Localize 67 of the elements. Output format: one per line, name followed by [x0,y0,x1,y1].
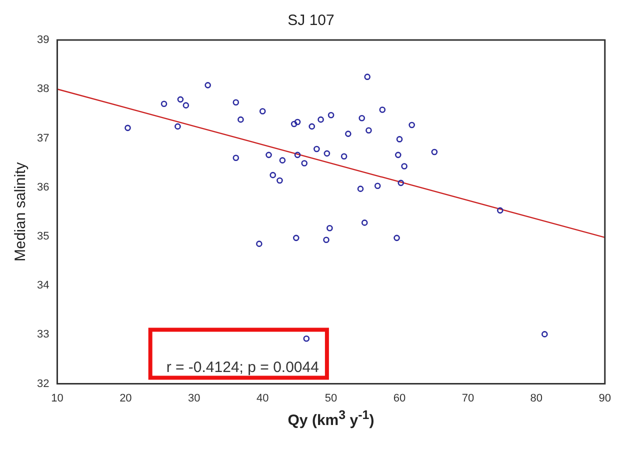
x-axis-title: Qy (km$^{3}$ y$^{-1}$) [286,408,376,429]
x-tick-label: 70 [462,392,474,404]
x-tick-label: 20 [120,392,132,404]
point [270,172,276,178]
point [303,335,310,342]
point [361,220,368,226]
point [301,160,308,166]
point [279,157,286,164]
point [328,112,334,118]
point [294,118,301,126]
point [177,96,184,103]
point [290,120,298,128]
point [379,106,386,113]
point [292,234,300,242]
point [401,163,408,170]
point [259,108,266,114]
point [160,100,168,107]
point [394,234,400,242]
point [345,130,352,137]
point [408,122,415,128]
point [398,180,404,186]
chart-title: SJ 107 [288,12,334,30]
point [358,114,366,122]
point [124,124,131,132]
y-tick-label: 37 [36,132,50,144]
point [294,152,301,158]
point [232,154,240,162]
point [204,82,211,88]
x-tick-label: 90 [598,392,612,404]
point [366,127,372,134]
point [324,150,330,157]
point [374,182,381,190]
point [238,116,244,123]
point [326,224,333,232]
x-tick-label: 30 [188,392,200,404]
point [256,240,262,247]
y-tick-label: 33 [36,328,50,341]
point [318,116,324,123]
point [266,152,272,158]
y-axis-title: Median salinity [12,162,30,262]
point [174,123,181,130]
x-tick-label: 60 [393,392,406,404]
point [340,153,348,160]
point [182,102,190,108]
annotation: r = -0.4124; p = 0.0044 [166,358,319,376]
point [496,207,504,214]
x-tick-label: 10 [51,392,64,404]
y-tick-label: 39 [36,34,50,46]
point [308,123,316,130]
point [314,146,320,152]
y-tick-label: 34 [36,280,50,292]
point [431,148,438,156]
x-tick-label: 40 [256,392,269,404]
y-tick-label: 35 [36,230,50,242]
point [541,331,548,338]
point [396,136,403,142]
point [357,186,364,192]
x-tick-label: 50 [324,392,338,404]
point [232,99,240,106]
y-tick-label: 36 [36,181,50,194]
point [276,177,283,184]
point [364,74,370,80]
point [323,236,330,244]
y-tick-label: 32 [36,378,50,390]
point [394,152,402,158]
x-tick-label: 80 [530,392,543,404]
y-tick-label: 38 [36,83,50,96]
